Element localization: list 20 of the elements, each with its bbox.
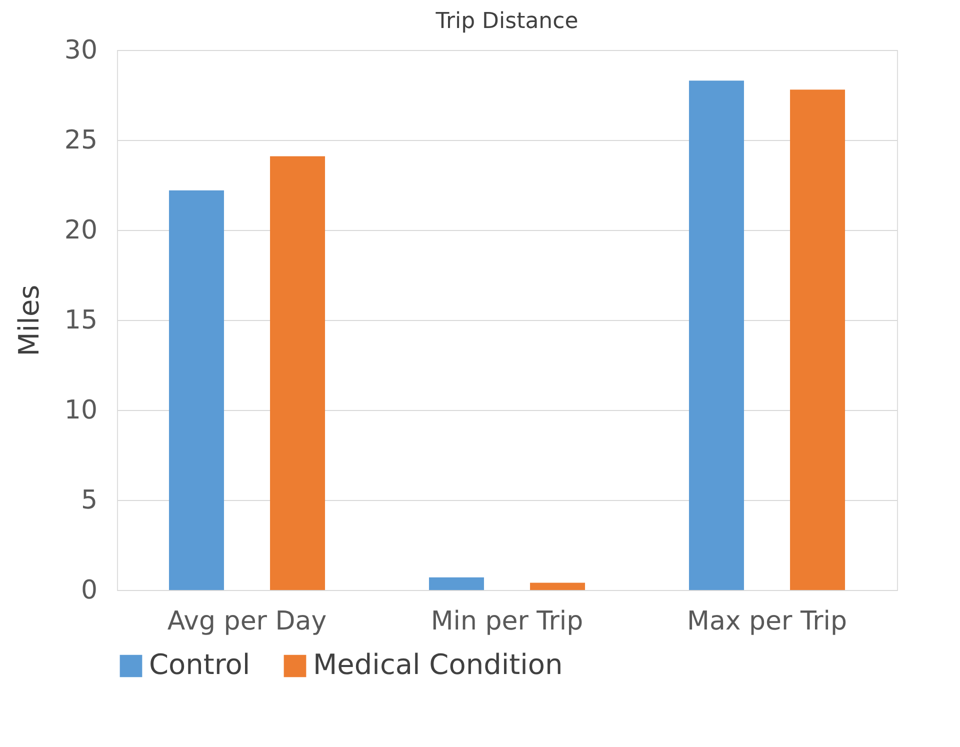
bar [790,90,846,590]
x-tick-label: Avg per Day [167,606,327,636]
y-tick-label: 10 [64,396,98,426]
y-tick-label: 15 [64,306,98,336]
legend-label: Medical Condition [313,648,563,681]
x-tick-label: Max per Trip [687,606,847,636]
y-tick-label: 0 [80,576,98,606]
x-tick-label: Min per Trip [430,606,584,636]
bar [270,156,326,590]
chart-title: Trip Distance [434,9,578,34]
bar [530,582,586,590]
y-tick-label: 25 [64,126,98,156]
y-tick-label: 5 [80,486,98,516]
bar [688,80,744,590]
y-tick-label: 30 [64,36,98,66]
bar [428,577,484,590]
bar [168,190,224,590]
y-tick-label: 20 [64,216,98,246]
y-axis-title: Miles [12,284,46,356]
legend-label: Control [149,648,250,681]
